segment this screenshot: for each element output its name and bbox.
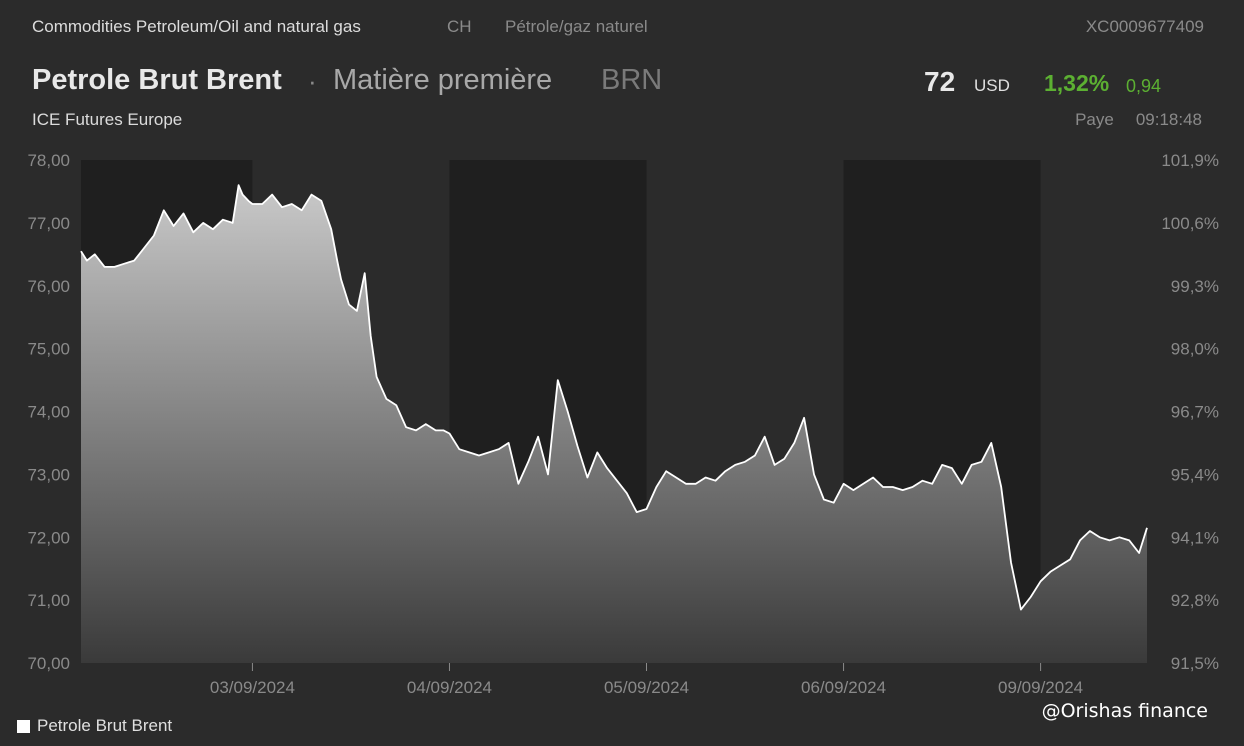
- y-tick-left: 71,00: [27, 591, 70, 610]
- y-tick-left: 72,00: [27, 528, 70, 547]
- y-tick-right: 98,0%: [1171, 340, 1219, 359]
- watermark: @Orishas finance: [1041, 700, 1208, 722]
- y-tick-right: 99,3%: [1171, 277, 1219, 296]
- change-percent: 1,32%: [1044, 70, 1110, 96]
- instrument-name: Petrole Brut Brent: [32, 64, 282, 96]
- y-tick-right: 95,4%: [1171, 465, 1219, 484]
- y-tick-left: 73,00: [27, 465, 70, 484]
- y-tick-left: 78,00: [27, 151, 70, 170]
- instrument-type: Matière première: [333, 64, 553, 96]
- x-tick-label: 05/09/2024: [604, 678, 689, 697]
- y-tick-right: 94,1%: [1171, 528, 1219, 547]
- title-separator: ·: [308, 66, 317, 96]
- y-tick-right: 100,6%: [1161, 214, 1219, 233]
- price-line: [80, 184, 1148, 611]
- x-tick-label: 06/09/2024: [801, 678, 886, 697]
- currency: USD: [974, 76, 1010, 95]
- y-tick-left: 75,00: [27, 340, 70, 359]
- y-tick-right: 92,8%: [1171, 591, 1219, 610]
- breadcrumb-country: CH: [447, 17, 472, 36]
- breadcrumb-category[interactable]: Commodities Petroleum/Oil and natural ga…: [32, 17, 361, 36]
- x-tick-label: 04/09/2024: [407, 678, 492, 697]
- x-tick-label: 03/09/2024: [210, 678, 295, 697]
- price-quote: 72 USD 1,32% 0,94: [882, 66, 1202, 106]
- chart-legend[interactable]: Petrole Brut Brent: [17, 716, 172, 736]
- instrument-ticker: BRN: [601, 64, 663, 96]
- quote-source: Paye: [1075, 110, 1114, 129]
- legend-swatch: [17, 719, 30, 733]
- price-area: [81, 185, 1147, 663]
- y-tick-left: 77,00: [27, 214, 70, 233]
- exchange-name: ICE Futures Europe: [32, 110, 183, 129]
- legend-label: Petrole Brut Brent: [37, 716, 173, 735]
- quote-time: 09:18:48: [1135, 110, 1202, 129]
- change-absolute: 0,94: [1126, 76, 1162, 96]
- y-tick-right: 91,5%: [1171, 654, 1219, 673]
- y-tick-left: 76,00: [27, 277, 70, 296]
- last-price: 72: [924, 66, 956, 97]
- y-tick-left: 70,00: [27, 654, 70, 673]
- x-tick-label: 09/09/2024: [998, 678, 1083, 697]
- y-tick-right: 101,9%: [1161, 151, 1219, 170]
- isin-code: XC0009677409: [1085, 17, 1204, 36]
- breadcrumb-category-fr: Pétrole/gaz naturel: [505, 17, 648, 36]
- y-tick-left: 74,00: [27, 403, 70, 422]
- breadcrumb: Commodities Petroleum/Oil and natural ga…: [32, 17, 1204, 39]
- y-tick-right: 96,7%: [1171, 403, 1219, 422]
- quote-status: Paye 09:18:48: [1053, 110, 1202, 130]
